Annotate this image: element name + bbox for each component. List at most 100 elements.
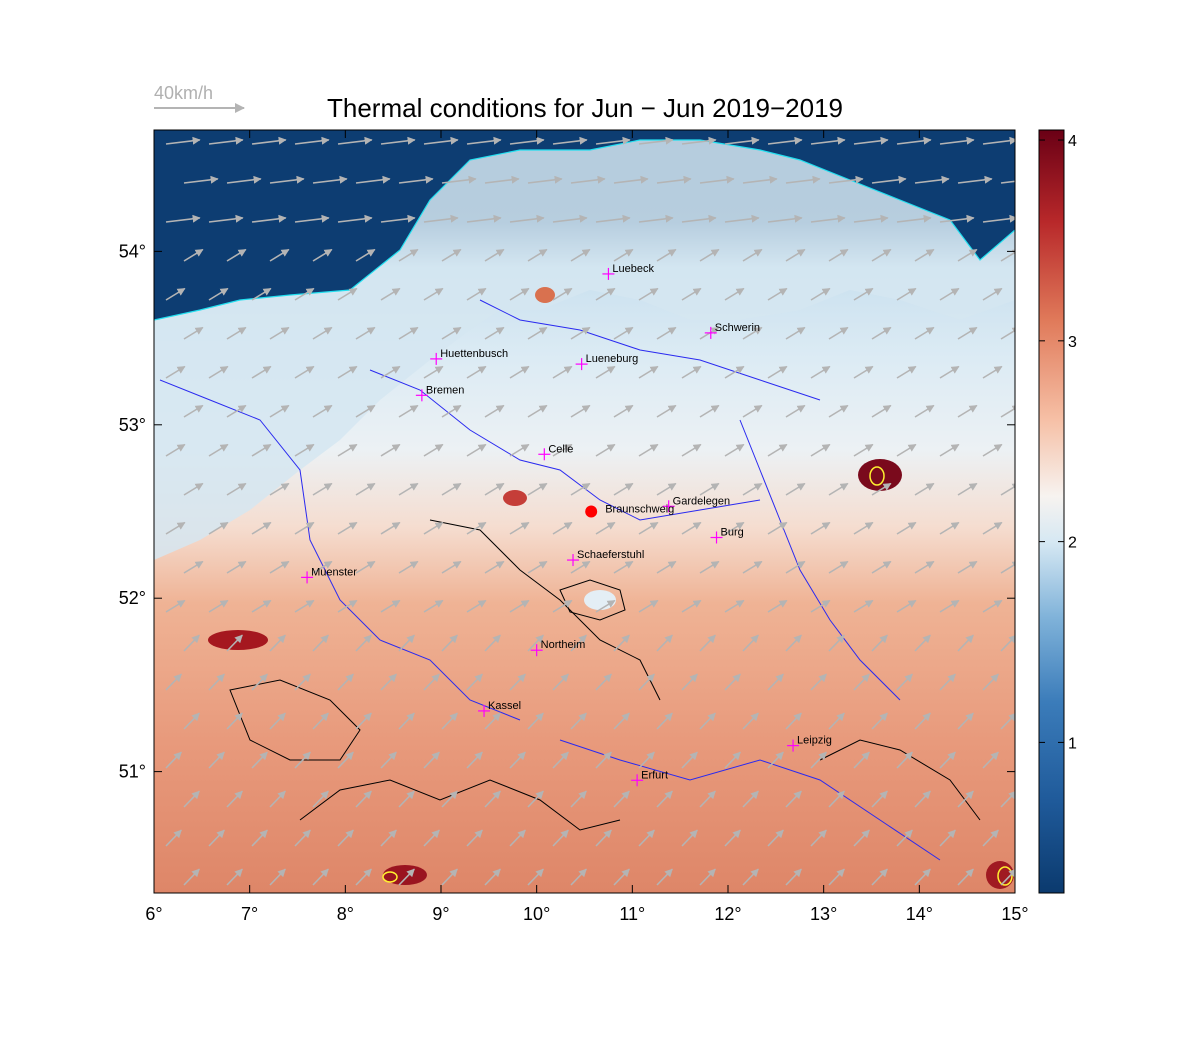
city-marker: Bremen bbox=[415, 384, 464, 402]
wind-arrow bbox=[914, 326, 935, 340]
wind-arrow bbox=[441, 404, 462, 418]
wind-arrow bbox=[595, 136, 631, 145]
wind-arrow bbox=[509, 673, 526, 691]
x-tick-label: 12° bbox=[714, 904, 741, 924]
wind-arrow bbox=[466, 365, 487, 379]
wind-arrow bbox=[914, 634, 931, 652]
wind-arrow bbox=[724, 365, 745, 379]
wind-arrow bbox=[226, 868, 243, 886]
wind-arrow bbox=[466, 443, 487, 457]
wind-arrow bbox=[355, 482, 376, 496]
city-marker: Schaeferstuhl bbox=[567, 549, 644, 567]
wind-arrow bbox=[165, 214, 201, 223]
wind-arrow bbox=[810, 136, 846, 145]
city-marker: Erfurt bbox=[631, 769, 668, 787]
wind-arrow bbox=[656, 482, 677, 496]
wind-arrow bbox=[398, 868, 415, 886]
map-title: Thermal conditions for Jun − Jun 2019−20… bbox=[327, 93, 843, 123]
wind-arrow bbox=[742, 326, 763, 340]
wind-arrow bbox=[853, 136, 889, 145]
wind-arrow bbox=[441, 634, 458, 652]
wind-arrow bbox=[312, 634, 329, 652]
wind-arrow bbox=[509, 599, 530, 613]
wind-arrow bbox=[552, 214, 588, 223]
wind-arrow bbox=[982, 673, 999, 691]
wind-arrow bbox=[613, 712, 630, 730]
wind-arrow bbox=[183, 326, 204, 340]
wind-arrow bbox=[269, 175, 305, 184]
wind-arrow bbox=[183, 404, 204, 418]
wind-arrow bbox=[914, 712, 931, 730]
wind-arrow bbox=[742, 248, 763, 262]
wind-arrow bbox=[1000, 483, 1015, 496]
x-tick-label: 8° bbox=[337, 904, 354, 924]
wind-arrow bbox=[595, 521, 616, 535]
wind-arrow bbox=[294, 751, 311, 769]
wind-arrow bbox=[939, 214, 975, 223]
wind-arrow bbox=[380, 136, 416, 145]
wind-arrow bbox=[871, 326, 892, 340]
wind-arrow bbox=[570, 868, 587, 886]
wind-arrow bbox=[595, 443, 616, 457]
wind-arrow bbox=[810, 673, 827, 691]
wind-arrow bbox=[785, 790, 802, 808]
wind-arrow bbox=[699, 175, 735, 184]
city-label: Schwerin bbox=[715, 322, 760, 334]
wind-arrow bbox=[251, 521, 272, 535]
wind-arrow bbox=[681, 443, 702, 457]
wind-arrow bbox=[742, 790, 759, 808]
wind-arrow bbox=[398, 404, 419, 418]
wind-arrow bbox=[656, 175, 692, 184]
wind-arrow bbox=[312, 326, 333, 340]
wind-arrow bbox=[939, 599, 960, 613]
wind-arrow bbox=[828, 175, 864, 184]
map-area: Luebeck Schwerin Huettenbusch Lueneburg Brem… bbox=[154, 130, 1015, 893]
wind-arrow bbox=[183, 482, 204, 496]
wind-arrow bbox=[337, 829, 354, 847]
city-marker: Burg bbox=[710, 527, 744, 544]
wind-arrow bbox=[828, 790, 845, 808]
wind-arrow bbox=[466, 287, 487, 301]
wind-arrow bbox=[939, 521, 960, 535]
wind-arrow bbox=[527, 482, 548, 496]
wind-arrow bbox=[896, 599, 917, 613]
wind-arrow bbox=[982, 751, 999, 769]
wind-arrow bbox=[767, 136, 803, 145]
wind-arrow bbox=[208, 599, 229, 613]
wind-arrow bbox=[484, 404, 505, 418]
wind-arrow bbox=[828, 560, 849, 574]
wind-arrow bbox=[269, 712, 286, 730]
sea-area bbox=[154, 130, 1015, 320]
wind-arrow bbox=[982, 829, 999, 847]
wind-arrow bbox=[914, 482, 935, 496]
wind-arrow bbox=[638, 365, 659, 379]
wind-arrow bbox=[380, 829, 397, 847]
wind-arrow bbox=[1000, 180, 1015, 184]
wind-arrow bbox=[208, 673, 225, 691]
wind-arrow bbox=[355, 634, 372, 652]
wind-arrow bbox=[656, 248, 677, 262]
terrain-contour-harz bbox=[559, 579, 626, 621]
wind-arrow bbox=[423, 136, 459, 145]
base-point-marker bbox=[585, 505, 598, 518]
wind-arrow bbox=[767, 751, 784, 769]
wind-arrow bbox=[552, 443, 573, 457]
wind-arrow bbox=[312, 404, 333, 418]
wind-arrow bbox=[269, 634, 286, 652]
y-tick-label: 54° bbox=[119, 241, 146, 261]
wind-arrow bbox=[441, 790, 458, 808]
wind-arrow bbox=[957, 790, 974, 808]
x-tick-label: 15° bbox=[1001, 904, 1028, 924]
wind-arrow bbox=[613, 634, 630, 652]
river-south bbox=[559, 739, 941, 861]
wind-arrow bbox=[957, 712, 974, 730]
wind-arrow bbox=[570, 248, 591, 262]
wind-arrow bbox=[957, 175, 993, 184]
wind-arrow bbox=[337, 287, 358, 301]
wind-arrow bbox=[423, 365, 444, 379]
wind-arrow bbox=[226, 790, 243, 808]
wind-arrow bbox=[570, 326, 591, 340]
colorbar-tick-label: 3 bbox=[1068, 334, 1077, 351]
wind-arrow bbox=[484, 482, 505, 496]
